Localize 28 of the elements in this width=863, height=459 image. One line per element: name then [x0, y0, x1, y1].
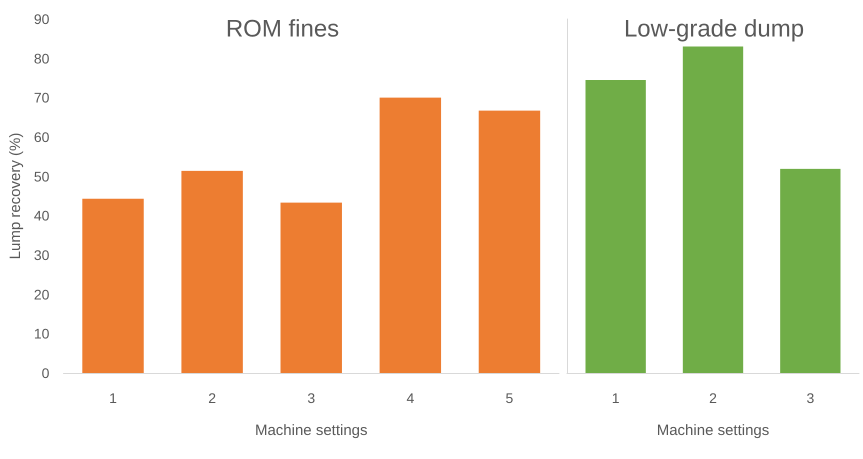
y-axis-title: Lump recovery (%) — [7, 132, 24, 260]
x-tick-label: 1 — [109, 390, 118, 406]
x-axis-title: Machine settings — [656, 422, 770, 439]
x-tick-label: 1 — [612, 390, 620, 406]
x-tick-label: 3 — [806, 390, 814, 406]
x-tick-label: 3 — [307, 390, 316, 406]
y-tick-label: 90 — [34, 11, 50, 27]
x-tick-label: 5 — [506, 390, 514, 406]
chart-title: ROM fines — [226, 16, 340, 42]
y-tick-label: 0 — [42, 365, 50, 381]
x-axis-title: Machine settings — [254, 422, 368, 439]
y-tick-label: 10 — [34, 326, 50, 342]
bar — [181, 170, 243, 373]
y-tick-label: 50 — [34, 168, 50, 184]
y-tick-label: 30 — [34, 247, 50, 263]
bar — [478, 110, 540, 373]
y-tick-label: 70 — [34, 90, 50, 106]
bar — [280, 202, 342, 373]
x-tick-label: 4 — [406, 390, 414, 406]
y-tick-label: 40 — [34, 208, 50, 224]
bar — [82, 198, 144, 373]
y-tick-label: 60 — [34, 129, 50, 145]
x-tick-label: 2 — [208, 390, 216, 406]
chart-title: Low-grade dump — [624, 16, 804, 42]
x-tick-label: 2 — [709, 390, 718, 406]
bar — [380, 98, 442, 373]
y-tick-label: 20 — [34, 286, 50, 302]
y-tick-label: 80 — [34, 50, 50, 66]
